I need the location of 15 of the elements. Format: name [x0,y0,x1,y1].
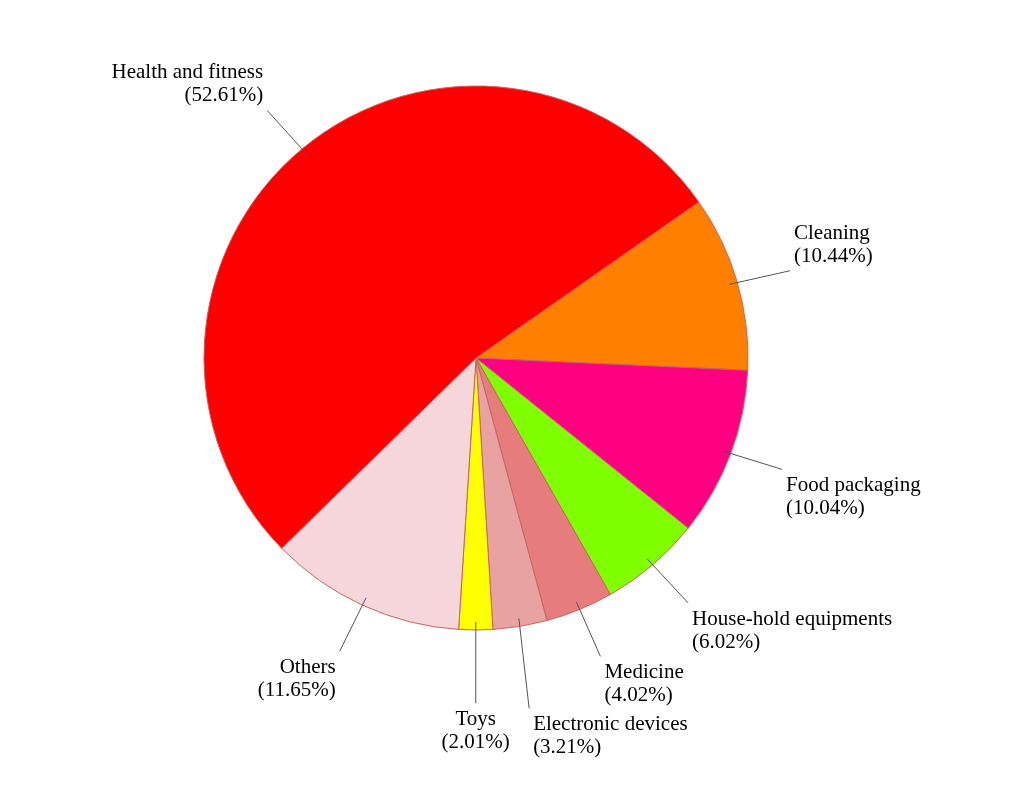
data-label: (6.02%) [692,628,761,653]
slice-label: Toys [455,706,497,731]
data-label: (52.61%) [184,82,264,107]
data-label: (4.02%) [604,682,673,707]
slice-label: Food packaging [785,472,922,497]
data-label: (2.01%) [441,729,510,754]
data-label: (3.21%) [533,734,602,759]
data-label: (11.65%) [257,677,336,702]
slice-label: House-hold equipments [692,605,893,630]
slice-label: Health and fitness [111,59,264,84]
slice-label: Others [279,654,336,679]
slice-label: Medicine [604,659,684,684]
data-label: (10.04%) [785,495,865,520]
slice-label: Cleaning [794,219,871,244]
slice-label: Electronic devices [533,711,688,736]
